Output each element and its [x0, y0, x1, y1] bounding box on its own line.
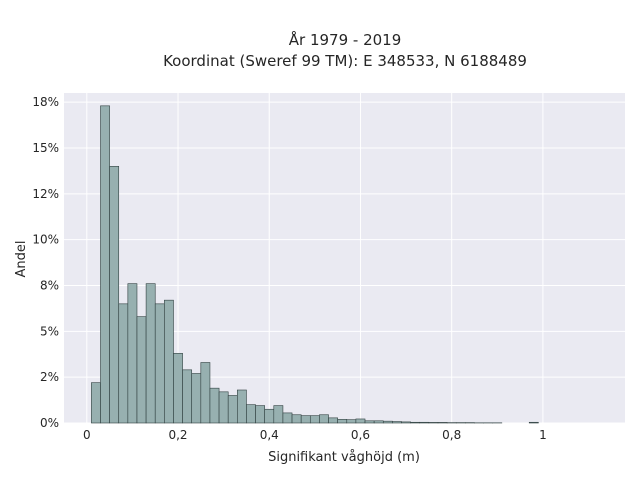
histogram-bar [183, 370, 192, 423]
histogram-bar [338, 419, 347, 423]
x-tick-label: 0,6 [351, 428, 370, 442]
x-axis-label: Signifikant våghöjd (m) [268, 450, 420, 465]
histogram-bar [164, 300, 173, 423]
x-axis-ticks: 0 0,2 0,4 0,6 0,8 1 [83, 428, 547, 442]
histogram-bar [265, 409, 274, 423]
y-tick-label: 18% [32, 95, 59, 109]
y-tick-label: 2% [40, 370, 59, 384]
histogram-bar [110, 166, 119, 423]
histogram-bar [201, 363, 210, 424]
histogram-bar [365, 421, 374, 423]
x-tick-label: 0 [83, 428, 91, 442]
y-tick-label: 8% [40, 279, 59, 293]
histogram-bar [173, 353, 182, 423]
x-tick-label: 0,2 [168, 428, 187, 442]
chart-title: År 1979 - 2019 [289, 30, 402, 49]
y-tick-label: 15% [32, 141, 59, 155]
histogram-bar [310, 416, 319, 423]
histogram-bar [237, 390, 246, 423]
histogram-bar [383, 421, 392, 423]
x-tick-label: 0,8 [442, 428, 461, 442]
y-tick-label: 0% [40, 416, 59, 430]
x-tick-label: 1 [539, 428, 547, 442]
histogram-bar [283, 413, 292, 423]
histogram-bar [292, 415, 301, 423]
histogram-bar [128, 284, 137, 423]
histogram-bar [374, 421, 383, 423]
y-axis-label: Andel [14, 241, 29, 278]
histogram-bar [100, 106, 109, 423]
y-tick-label: 5% [40, 324, 59, 338]
y-tick-label: 10% [32, 233, 59, 247]
histogram-bar [529, 422, 538, 423]
histogram-bar [411, 422, 420, 423]
histogram-bar [246, 405, 255, 423]
histogram-bar [119, 304, 128, 423]
chart-subtitle: Koordinat (Sweref 99 TM): E 348533, N 61… [163, 52, 527, 70]
histogram-bar [146, 284, 155, 423]
histogram-bar [392, 422, 401, 423]
histogram-bar [420, 422, 429, 423]
histogram-bar [274, 406, 283, 423]
histogram-bar [137, 317, 146, 423]
histogram-bar [256, 406, 265, 423]
histogram-bar [319, 415, 328, 423]
y-tick-label: 12% [32, 187, 59, 201]
histogram-bar [210, 388, 219, 423]
histogram-bar [329, 418, 338, 423]
histogram-bar [438, 422, 447, 423]
histogram-bar [192, 374, 201, 424]
histogram-bar [301, 416, 310, 423]
histogram-bar [155, 304, 164, 423]
histogram-bar [91, 383, 100, 423]
histogram-bar [402, 422, 411, 423]
histogram-bar [228, 396, 237, 424]
histogram-bar [347, 420, 356, 423]
x-tick-label: 0,4 [260, 428, 279, 442]
histogram-bar [356, 419, 365, 423]
histogram-bar [429, 422, 438, 423]
histogram-bar [219, 392, 228, 423]
y-axis-ticks: 0% 2% 5% 8% 10% 12% 15% 18% [32, 95, 59, 430]
